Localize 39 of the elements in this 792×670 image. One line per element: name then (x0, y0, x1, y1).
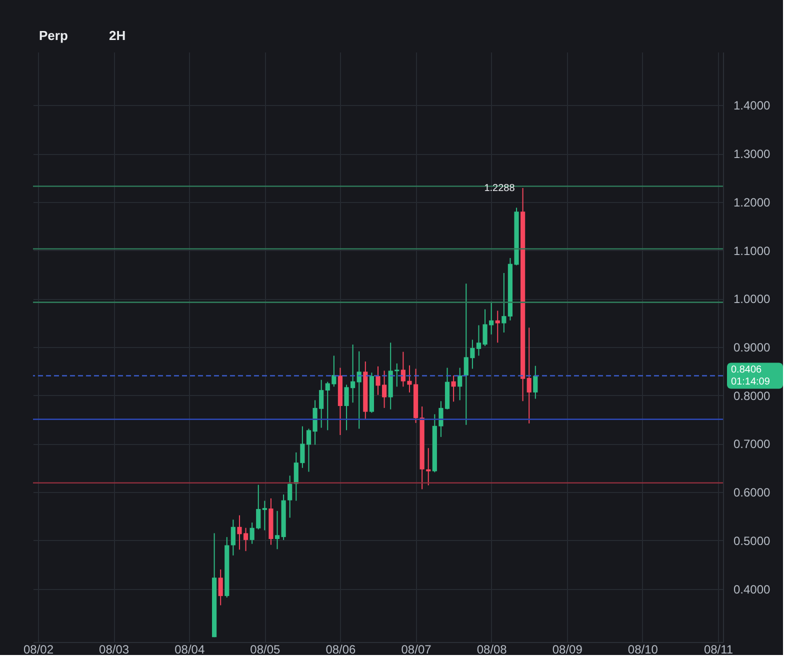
y-tick-label: 1.4000 (734, 98, 771, 113)
y-tick-label: 0.4000 (734, 582, 771, 596)
y-tick-label: 0.7000 (734, 437, 771, 452)
y-tick-label: 0.5000 (734, 534, 771, 548)
y-tick-label: 0.8000 (734, 388, 771, 403)
candlestick (426, 448, 431, 486)
candlestick (502, 272, 506, 333)
candlestick (458, 367, 462, 401)
candlestick (526, 327, 532, 424)
text: 2H (109, 28, 126, 43)
x-tick-label: 08/05 (250, 642, 281, 656)
candlestick (356, 350, 362, 430)
y-tick-label: 1.1000 (734, 244, 771, 258)
text: Perp (39, 28, 68, 43)
y-tick-label: 1.2000 (734, 195, 771, 210)
text: 01:14:09 (731, 376, 770, 388)
x-tick-label: 08/06 (326, 642, 356, 656)
candlestick (288, 475, 292, 518)
annotation: 1.2288 (484, 182, 516, 194)
candlestick (218, 568, 223, 606)
x-tick-label: 08/03 (99, 642, 130, 656)
x-tick-label: 08/02 (23, 642, 54, 656)
y-tick-label: 0.6000 (734, 486, 771, 500)
x-tick-label: 08/07 (401, 642, 432, 656)
x-tick-label: 08/10 (628, 642, 658, 656)
y-tick-label: 1.3000 (734, 147, 771, 162)
ref-line-label: 0.8406 (731, 364, 762, 376)
candlestick (495, 310, 500, 344)
y-tick-label: 0.9000 (734, 340, 771, 354)
candlestick (451, 375, 456, 402)
x-tick-label: 08/04 (174, 642, 205, 656)
y-tick-label: 1.0000 (734, 292, 771, 306)
x-tick-label: 08/11 (704, 642, 734, 656)
candlestick (533, 365, 538, 400)
x-tick-label: 08/08 (476, 642, 508, 656)
candlestick (262, 500, 267, 531)
x-tick-label: 08/09 (552, 642, 583, 656)
candlestick (230, 519, 236, 556)
candlestick (274, 510, 280, 550)
